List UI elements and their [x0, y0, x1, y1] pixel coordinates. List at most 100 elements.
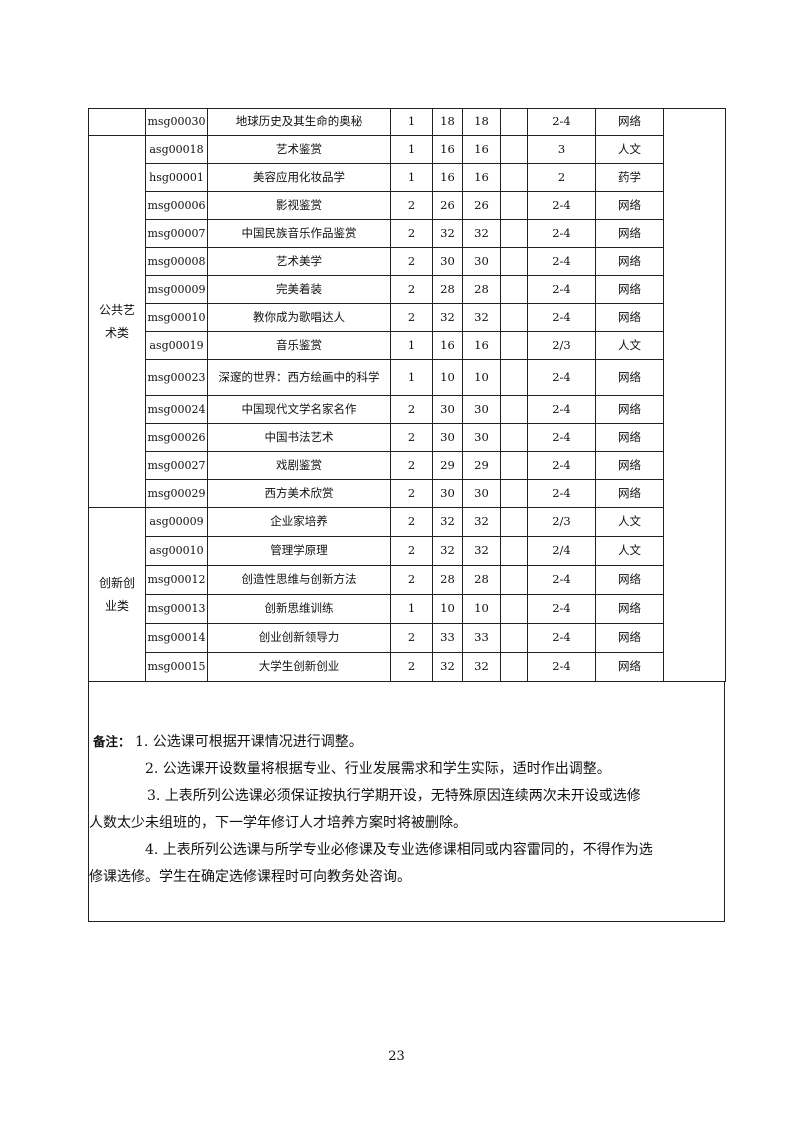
cell-credit: 2 — [390, 303, 433, 332]
cell-h3 — [500, 191, 528, 220]
cell-h3 — [500, 108, 528, 136]
table-row: msg00012 创造性思维与创新方法 2 28 28 2-4 网络 — [89, 565, 726, 595]
cell-h2: 32 — [462, 536, 501, 566]
cell-name: 西方美术欣赏 — [207, 479, 391, 508]
cell-credit: 1 — [390, 359, 433, 396]
note-3a: 3. 上表所列公选课必须保证按执行学期开设，无特殊原因连续两次未开设或选修 — [147, 788, 641, 804]
cell-type: 网络 — [595, 623, 664, 653]
cell-term: 2-4 — [527, 395, 596, 424]
cell-h2: 32 — [462, 303, 501, 332]
cell-code: msg00006 — [145, 191, 208, 220]
cell-hours: 28 — [432, 275, 463, 304]
cell-h2: 32 — [462, 219, 501, 248]
cell-h2: 16 — [462, 163, 501, 192]
cell-hours: 28 — [432, 565, 463, 595]
table-row: msg00008 艺术美学 2 30 30 2-4 网络 — [89, 247, 726, 276]
cell-h2: 30 — [462, 479, 501, 508]
cell-name: 创业创新领导力 — [207, 623, 391, 653]
table-row: 创新创 业类 asg00009 企业家培养 2 32 32 2/3 人文 — [88, 507, 726, 682]
cell-credit: 2 — [390, 191, 433, 220]
note-4b: 修课选修。学生在确定选修课程时可向教务处咨询。 — [89, 869, 411, 885]
cell-h3 — [500, 359, 528, 396]
cell-term: 2/3 — [527, 507, 596, 537]
cell-term: 2-4 — [527, 623, 596, 653]
cell-h2: 30 — [462, 395, 501, 424]
cell-hours: 33 — [432, 623, 463, 653]
cell-type: 网络 — [595, 359, 664, 396]
cell-name: 企业家培养 — [207, 507, 391, 537]
table-row: msg00027 戏剧鉴赏 2 29 29 2-4 网络 — [89, 451, 726, 480]
cell-term: 2-4 — [527, 275, 596, 304]
cell-term: 2-4 — [527, 219, 596, 248]
table-row: msg00010 教你成为歌唱达人 2 32 32 2-4 网络 — [89, 303, 726, 332]
cell-code: msg00029 — [145, 479, 208, 508]
cell-term: 2-4 — [527, 191, 596, 220]
cell-h3 — [500, 163, 528, 192]
table-row: msg00013 创新思维训练 1 10 10 2-4 网络 — [89, 594, 726, 624]
cell-hours: 32 — [432, 507, 463, 537]
cell-type: 网络 — [595, 451, 664, 480]
cell-type: 网络 — [595, 191, 664, 220]
cell-h2: 30 — [462, 247, 501, 276]
cell-h3 — [500, 623, 528, 653]
cell-h2: 28 — [462, 275, 501, 304]
cell-credit: 1 — [390, 108, 433, 136]
table-row: asg00019 音乐鉴赏 1 16 16 2/3 人文 — [89, 331, 726, 360]
cell-code: hsg00001 — [145, 163, 208, 192]
cell-name: 创造性思维与创新方法 — [207, 565, 391, 595]
cell-type: 网络 — [595, 652, 664, 682]
cell-code: msg00013 — [145, 594, 208, 624]
cell-name: 中国民族音乐作品鉴赏 — [207, 219, 391, 248]
cell-credit: 2 — [390, 623, 433, 653]
cell-h3 — [500, 594, 528, 624]
cell-h3 — [500, 395, 528, 424]
cell-hours: 30 — [432, 395, 463, 424]
cell-credit: 2 — [390, 451, 433, 480]
cell-code: msg00009 — [145, 275, 208, 304]
cell-credit: 2 — [390, 652, 433, 682]
cell-h2: 10 — [462, 359, 501, 396]
cell-type: 网络 — [595, 108, 664, 136]
cell-h3 — [500, 479, 528, 508]
table-row: msg00024 中国现代文学名家名作 2 30 30 2-4 网络 — [89, 395, 726, 424]
cell-term: 2-4 — [527, 594, 596, 624]
cell-h3 — [500, 219, 528, 248]
cell-term: 2-4 — [527, 423, 596, 452]
cell-type: 网络 — [595, 303, 664, 332]
cell-credit: 1 — [390, 163, 433, 192]
cell-term: 2/3 — [527, 331, 596, 360]
course-table: msg00030 地球历史及其生命的奥秘 1 18 18 2-4 网络 公共艺 术类 asg00… — [88, 108, 726, 682]
cell-h3 — [500, 303, 528, 332]
cell-code: msg00023 — [145, 359, 208, 396]
note-1: 1. 公选课可根据开课情况进行调整。 — [134, 734, 363, 750]
cell-type: 网络 — [595, 395, 664, 424]
cell-credit: 2 — [390, 395, 433, 424]
cell-code: msg00024 — [145, 395, 208, 424]
cell-hours: 30 — [432, 479, 463, 508]
cell-credit: 2 — [390, 565, 433, 595]
cell-code: asg00009 — [145, 507, 208, 537]
note-3b: 人数太少未组班的，下一学年修订人才培养方案时将被删除。 — [89, 815, 467, 831]
cell-h2: 18 — [462, 108, 501, 136]
cell-term: 2-4 — [527, 451, 596, 480]
table-row: msg00026 中国书法艺术 2 30 30 2-4 网络 — [89, 423, 726, 452]
cell-hours: 16 — [432, 331, 463, 360]
table-row: msg00029 西方美术欣赏 2 30 30 2-4 网络 — [89, 479, 726, 508]
remarks-column — [663, 108, 726, 682]
cell-name: 音乐鉴赏 — [207, 331, 391, 360]
cell-term: 2-4 — [527, 247, 596, 276]
cell-type: 药学 — [595, 163, 664, 192]
table-row: msg00023 深邃的世界：西方绘画中的科学 1 10 10 2-4 网络 — [89, 359, 726, 396]
cell-type: 人文 — [595, 135, 664, 164]
cell-name: 完美着装 — [207, 275, 391, 304]
cell-hours: 29 — [432, 451, 463, 480]
cell-hours: 10 — [432, 359, 463, 396]
cell-hours: 10 — [432, 594, 463, 624]
cell-type: 网络 — [595, 594, 664, 624]
cell-hours: 32 — [432, 303, 463, 332]
cell-credit: 2 — [390, 479, 433, 508]
cell-code: msg00030 — [145, 108, 208, 136]
cell-term: 2-4 — [527, 303, 596, 332]
cell-hours: 18 — [432, 108, 463, 136]
cell-credit: 2 — [390, 507, 433, 537]
